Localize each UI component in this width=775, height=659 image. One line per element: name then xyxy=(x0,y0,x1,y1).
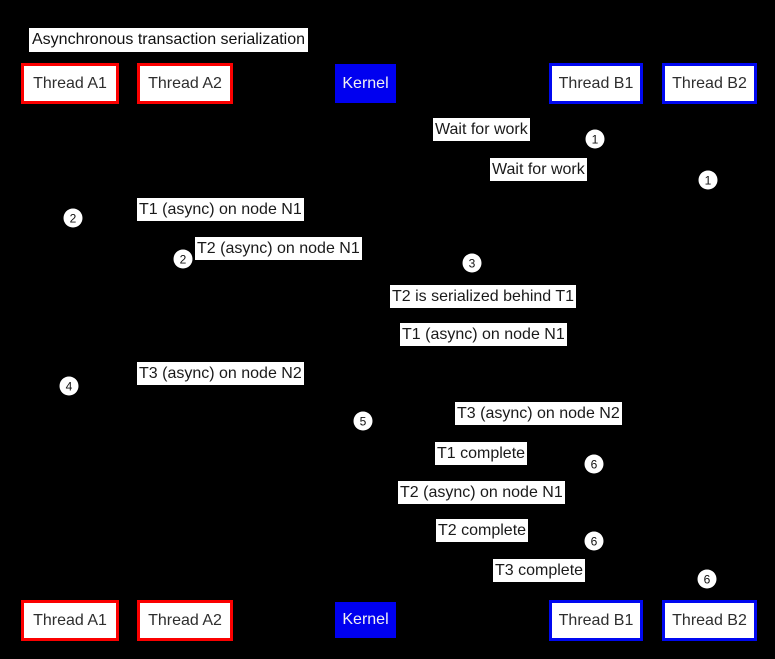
participant-thread-a2-top: Thread A2 xyxy=(137,63,233,104)
participant-thread-b2-bottom: Thread B2 xyxy=(662,600,757,641)
participant-thread-b2-top: Thread B2 xyxy=(662,63,757,104)
participant-thread-a1-bottom: Thread A1 xyxy=(21,600,119,641)
sequence-number-badge-6: 4 xyxy=(59,376,79,396)
sequence-number-badge-10: 6 xyxy=(697,569,717,589)
participant-thread-b1-bottom: Thread B1 xyxy=(549,600,643,641)
message-label-2: Wait for work xyxy=(490,158,587,181)
message-label-12: T3 complete xyxy=(493,559,586,582)
sequence-number-badge-1: 1 xyxy=(585,129,605,149)
participant-kernel-bottom: Kernel xyxy=(335,602,396,638)
diagram-title: Asynchronous transaction serialization xyxy=(29,28,309,52)
participant-kernel-top: Kernel xyxy=(335,64,396,103)
participant-thread-a1-top: Thread A1 xyxy=(21,63,119,104)
message-label-4: T2 (async) on node N1 xyxy=(195,237,362,260)
message-label-6: T1 (async) on node N1 xyxy=(400,323,567,346)
message-label-5: T2 is serialized behind T1 xyxy=(390,285,577,308)
sequence-number-badge-2: 1 xyxy=(698,170,718,190)
participant-thread-a2-bottom: Thread A2 xyxy=(137,600,233,641)
sequence-number-badge-7: 5 xyxy=(353,411,373,431)
message-label-7: T3 (async) on node N2 xyxy=(137,362,304,385)
message-label-1: Wait for work xyxy=(433,118,530,141)
sequence-number-badge-3: 2 xyxy=(63,208,83,228)
participant-thread-b1-top: Thread B1 xyxy=(549,63,643,104)
sequence-number-badge-5: 3 xyxy=(462,253,482,273)
message-label-3: T1 (async) on node N1 xyxy=(137,198,304,221)
sequence-number-badge-8: 6 xyxy=(584,454,604,474)
sequence-number-badge-4: 2 xyxy=(173,249,193,269)
message-label-11: T2 complete xyxy=(436,519,529,542)
message-label-8: T3 (async) on node N2 xyxy=(455,402,622,425)
message-label-10: T2 (async) on node N1 xyxy=(398,481,565,504)
sequence-number-badge-9: 6 xyxy=(584,531,604,551)
message-label-9: T1 complete xyxy=(435,442,528,465)
